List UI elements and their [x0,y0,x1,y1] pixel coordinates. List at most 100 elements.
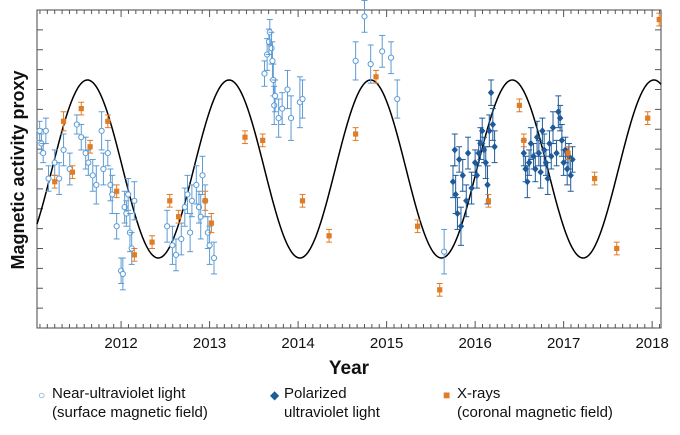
nuv-point [206,242,213,249]
nuv-point [104,150,111,157]
polarized-point [487,89,495,97]
nuv-point [279,105,286,112]
polarized-point [464,149,472,157]
polarized-point [449,178,457,186]
nuv-point [109,191,116,198]
polarized-point [457,222,465,230]
polarized-point [455,155,463,164]
xray-point [69,169,76,175]
xray-point [614,245,620,252]
xray-point [167,198,173,204]
legend-nuv-line2: (surface magnetic field) [52,404,208,421]
polarized-point [451,146,458,154]
nuv-point [36,127,43,134]
xray-point [176,214,182,220]
xray-point [656,16,662,23]
nuv-point [261,70,268,77]
nuv-point [287,115,295,122]
nuv-point [113,223,120,230]
nuv-point [361,13,368,20]
xray-point [78,105,84,112]
nuv-point [40,150,47,157]
xray-point [414,223,421,229]
y-ticks [37,9,661,329]
polarized-point [549,124,557,132]
nuv-point [119,270,126,278]
x-tick-label: 2017 [547,335,580,352]
xray-point [87,144,93,150]
legend-pol-line2: ultraviolet light [284,404,380,421]
polarized-point [463,197,470,205]
polarized-point [520,149,528,157]
nuv-point [193,181,200,188]
polarized-point [454,209,461,218]
xray-point [131,252,137,258]
nuv-point [387,54,395,61]
nuv-point [367,60,374,68]
polarized-point [539,127,546,135]
nuv-point [379,48,386,55]
polarized-point [553,149,560,157]
nuv-point [172,251,180,258]
nuv-point [271,92,279,99]
nuv-point [164,223,171,230]
nuv-point [125,191,132,198]
polarized-point [491,143,498,151]
nuv-point [299,95,306,103]
x-ticks: 2012 2013 2014 2015 2016 2017 2018 [39,10,669,352]
polarized-point [489,120,497,129]
xray-point [299,198,306,204]
nuv-point [100,165,107,173]
nuv-point [394,95,401,103]
polarized-point [452,190,459,199]
nuv-point [131,197,138,204]
legend-nuv-label: Near-ultraviolet light (surface magnetic… [52,384,208,422]
polarized-point [556,114,564,122]
xray-point [485,198,492,204]
nuv-point [352,57,359,64]
filled-diamond-icon: ◆ [270,388,280,402]
nuv-point [181,204,188,211]
nuv-point [275,115,282,122]
polarized-point [486,127,493,135]
x-axis-label: Year [329,358,370,379]
nuv-point [210,254,218,262]
polarized-point [548,152,555,160]
nuv-point [187,229,194,236]
nuv-point [271,102,278,109]
nuv-point [98,127,105,134]
y-axis-label: Magnetic activity proxy [8,70,28,269]
nuv-point [56,175,63,182]
nuv-point [199,172,206,179]
polarized-point [533,133,541,141]
xray-point [114,188,120,194]
xray-point [437,287,443,293]
legend-xray-label: X-rays (coronal magnetic field) [457,384,613,422]
xray-point [208,220,214,226]
polarized-point [525,159,533,167]
x-tick-label: 2018 [635,335,668,352]
xray-point [202,198,208,204]
polarized-point [555,108,562,116]
legend-pol-line1: Polarized [284,385,347,402]
x-tick-label: 2012 [104,335,137,352]
legend-xray-line1: X-rays [457,385,501,402]
polarized-point [558,136,566,144]
nuv-point [178,235,185,243]
nuv-point [268,45,275,52]
nuv-point [60,146,67,154]
xray-point [60,118,67,124]
nuv-point [45,175,52,182]
nuv-point [284,86,291,93]
model-curve [36,79,662,259]
xray-point [516,102,522,108]
legend-pol: ◆ Polarized ultraviolet light [270,384,420,424]
polarized-point [468,184,475,192]
open-circle-icon: ○ [38,388,46,402]
data-marks [36,0,663,297]
xray-point [105,118,111,124]
nuv-point [42,127,49,134]
xray-point [521,137,527,143]
polarized-point [562,146,569,154]
